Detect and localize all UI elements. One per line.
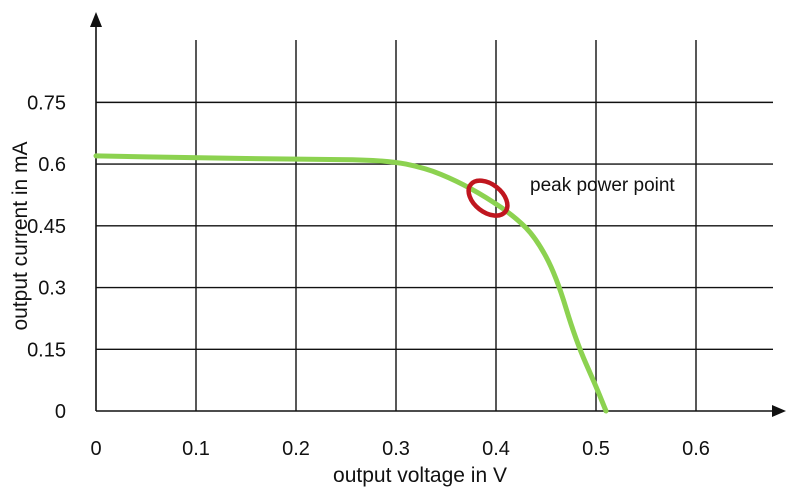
x-tick-label-0: 0 [90,438,101,460]
x-tick-label-3: 0.3 [382,438,410,460]
x-axis-title: output voltage in V [333,464,507,487]
y-tick-label-1: 0.15 [27,339,66,361]
y-axis-arrow [90,12,102,27]
series-line-0 [93,153,609,414]
y-tick-label-5: 0.75 [27,92,66,114]
peak-power-label: peak power point [530,175,675,196]
y-tick-label-4: 0.6 [38,154,66,176]
x-tick-label-5: 0.5 [582,438,610,460]
y-tick-label-2: 0.3 [38,278,66,300]
x-tick-label-1: 0.1 [182,438,210,460]
series [93,153,609,414]
x-axis-arrow [772,405,786,417]
annotations: peak power point [466,175,675,218]
x-tick-label-2: 0.2 [282,438,310,460]
grid [96,40,773,411]
y-tick-label-3: 0.45 [27,216,66,238]
axes [90,12,786,417]
tick-labels: 0 0.1 0.2 0.3 0.4 0.5 0.6 0 0.15 0.3 0.45 0.6 0.75 [27,92,710,460]
y-tick-label-0: 0 [55,401,66,423]
peak-power-marker [466,178,510,218]
x-tick-label-6: 0.6 [682,438,710,460]
x-tick-label-4: 0.4 [482,438,510,460]
y-axis-title: output current in mA [9,141,32,330]
